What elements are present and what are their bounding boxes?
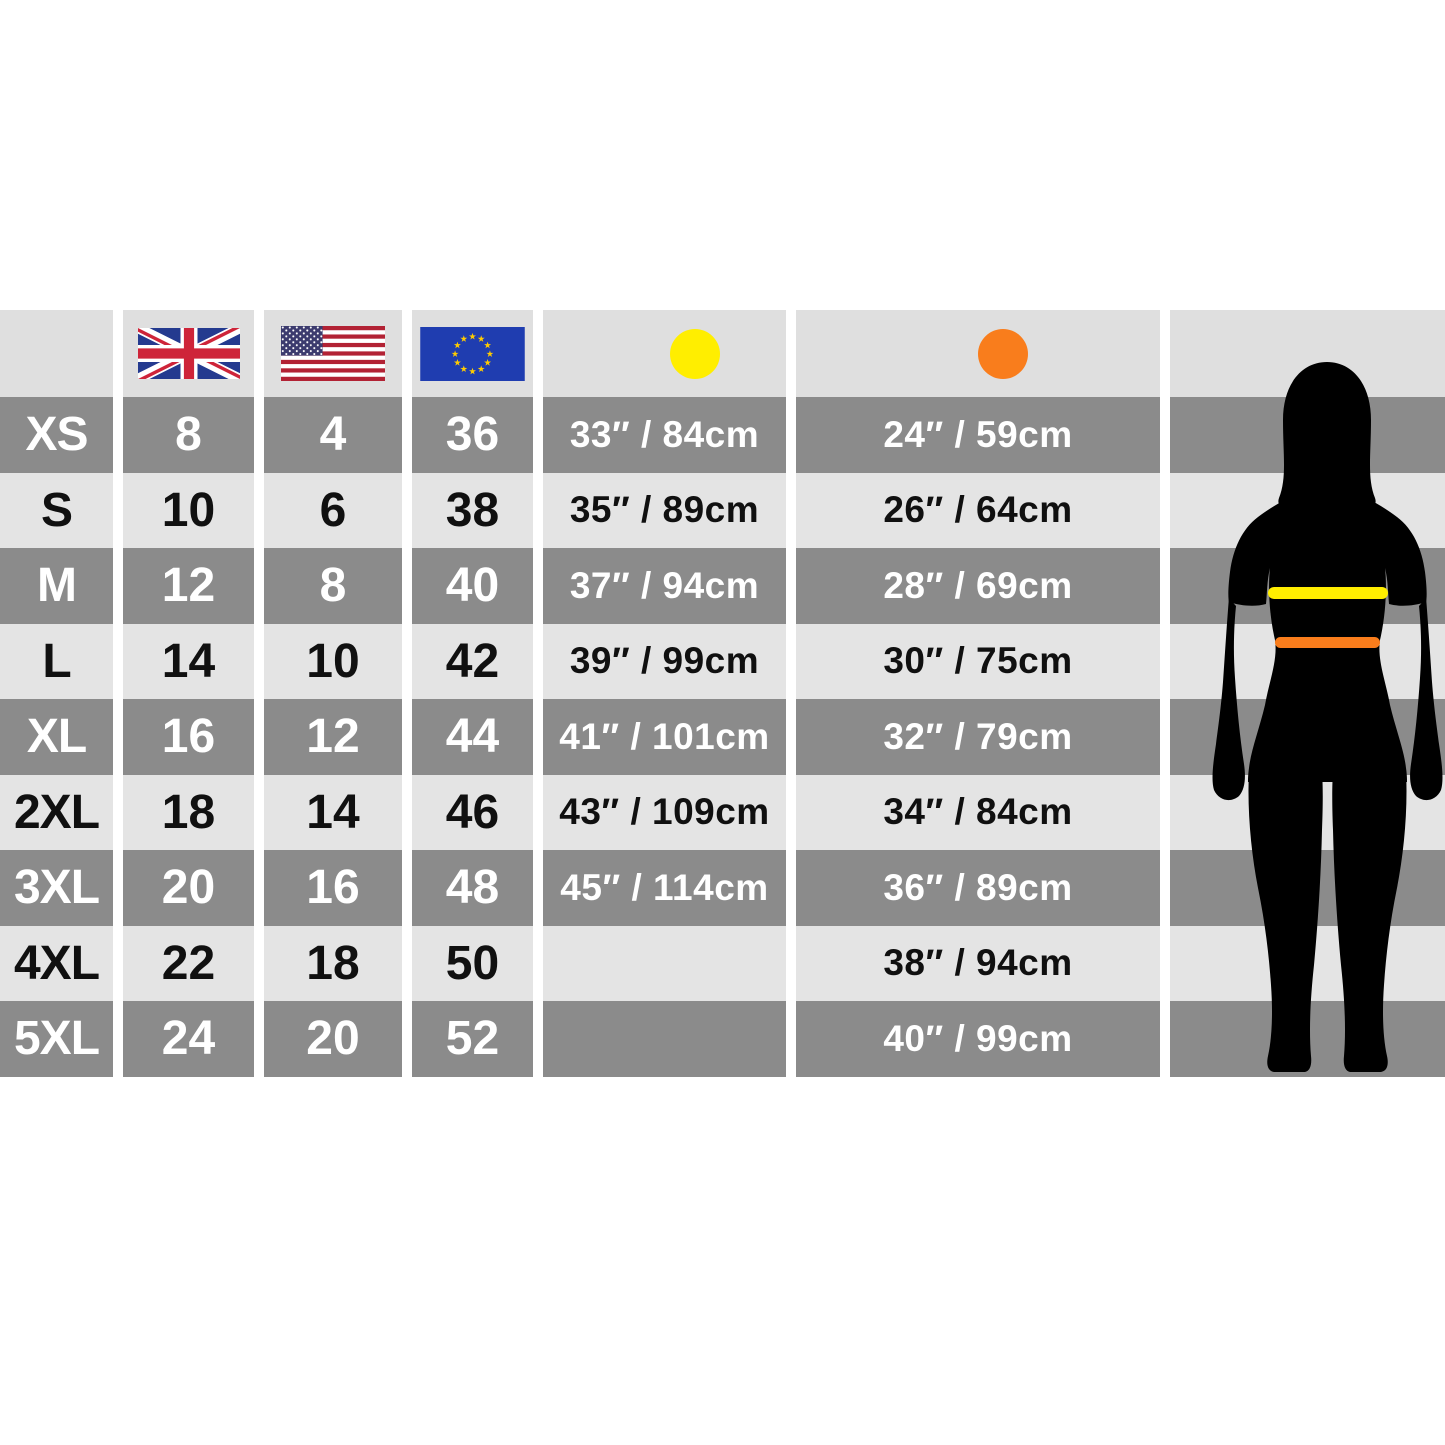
cell-xl-waist: 32″ / 79cm (796, 699, 1160, 775)
cell-l-waist: 30″ / 75cm (796, 623, 1160, 699)
figure-panel-stripe (1170, 925, 1445, 1001)
cell-4xl-us: 18 (264, 925, 402, 1001)
cell-m-uk: 12 (123, 548, 254, 624)
figure-panel-stripe (1170, 472, 1445, 548)
cell-2xl-bust: 43″ / 109cm (543, 774, 786, 850)
eu-flag-icon (420, 326, 525, 381)
figure-panel-stripe (1170, 310, 1445, 397)
waist-header-cell (796, 310, 1160, 397)
cell-5xl-us: 20 (264, 1001, 402, 1077)
cell-3xl-size: 3XL (0, 850, 113, 926)
cell-m-bust: 37″ / 94cm (543, 548, 786, 624)
cell-xs-us: 4 (264, 397, 402, 473)
cell-xs-waist: 24″ / 59cm (796, 397, 1160, 473)
cell-2xl-us: 14 (264, 774, 402, 850)
cell-5xl-eu: 52 (412, 1001, 533, 1077)
cell-l-uk: 14 (123, 623, 254, 699)
cell-5xl-uk: 24 (123, 1001, 254, 1077)
cell-s-eu: 38 (412, 472, 533, 548)
cell-xl-bust: 41″ / 101cm (543, 699, 786, 775)
cell-5xl-bust (543, 1001, 786, 1077)
cell-5xl-waist: 40″ / 99cm (796, 1001, 1160, 1077)
cell-s-bust: 35″ / 89cm (543, 472, 786, 548)
cell-m-waist: 28″ / 69cm (796, 548, 1160, 624)
cell-4xl-bust (543, 925, 786, 1001)
bust-header-cell (543, 310, 786, 397)
cell-xs-bust: 33″ / 84cm (543, 397, 786, 473)
cell-xl-eu: 44 (412, 699, 533, 775)
figure-panel-stripe (1170, 548, 1445, 624)
cell-m-size: M (0, 548, 113, 624)
cell-3xl-waist: 36″ / 89cm (796, 850, 1160, 926)
figure-panel-stripe (1170, 850, 1445, 926)
figure-panel-stripe (1170, 623, 1445, 699)
cell-s-size: S (0, 472, 113, 548)
cell-xs-size: XS (0, 397, 113, 473)
cell-3xl-us: 16 (264, 850, 402, 926)
cell-2xl-size: 2XL (0, 774, 113, 850)
figure-panel-stripe (1170, 699, 1445, 775)
cell-3xl-eu: 48 (412, 850, 533, 926)
cell-xl-us: 12 (264, 699, 402, 775)
cell-4xl-waist: 38″ / 94cm (796, 925, 1160, 1001)
cell-l-eu: 42 (412, 623, 533, 699)
cell-xs-uk: 8 (123, 397, 254, 473)
figure-panel-stripe (1170, 397, 1445, 473)
cell-3xl-uk: 20 (123, 850, 254, 926)
cell-4xl-size: 4XL (0, 925, 113, 1001)
cell-l-size: L (0, 623, 113, 699)
cell-2xl-uk: 18 (123, 774, 254, 850)
cell-m-us: 8 (264, 548, 402, 624)
cell-xl-size: XL (0, 699, 113, 775)
us-flag-icon (281, 326, 385, 381)
figure-panel-stripe (1170, 774, 1445, 850)
size-table: XS 8 4 36 33″ / 84cm 24″ / 59cm S 10 6 3… (0, 310, 1445, 1077)
cell-xs-eu: 36 (412, 397, 533, 473)
cell-xl-uk: 16 (123, 699, 254, 775)
cell-s-us: 6 (264, 472, 402, 548)
cell-l-us: 10 (264, 623, 402, 699)
size-col-header (0, 310, 113, 397)
cell-4xl-uk: 22 (123, 925, 254, 1001)
cell-5xl-size: 5XL (0, 1001, 113, 1077)
cell-l-bust: 39″ / 99cm (543, 623, 786, 699)
cell-m-eu: 40 (412, 548, 533, 624)
us-flag-cell (264, 310, 402, 397)
yellow-dot-icon (669, 328, 720, 379)
cell-s-uk: 10 (123, 472, 254, 548)
orange-dot-icon (978, 328, 1028, 379)
eu-flag-cell (412, 310, 533, 397)
cell-s-waist: 26″ / 64cm (796, 472, 1160, 548)
cell-3xl-bust: 45″ / 114cm (543, 850, 786, 926)
figure-panel-stripe (1170, 1001, 1445, 1077)
uk-flag-icon (137, 328, 240, 379)
uk-flag-cell (123, 310, 254, 397)
cell-2xl-waist: 34″ / 84cm (796, 774, 1160, 850)
cell-4xl-eu: 50 (412, 925, 533, 1001)
cell-2xl-eu: 46 (412, 774, 533, 850)
